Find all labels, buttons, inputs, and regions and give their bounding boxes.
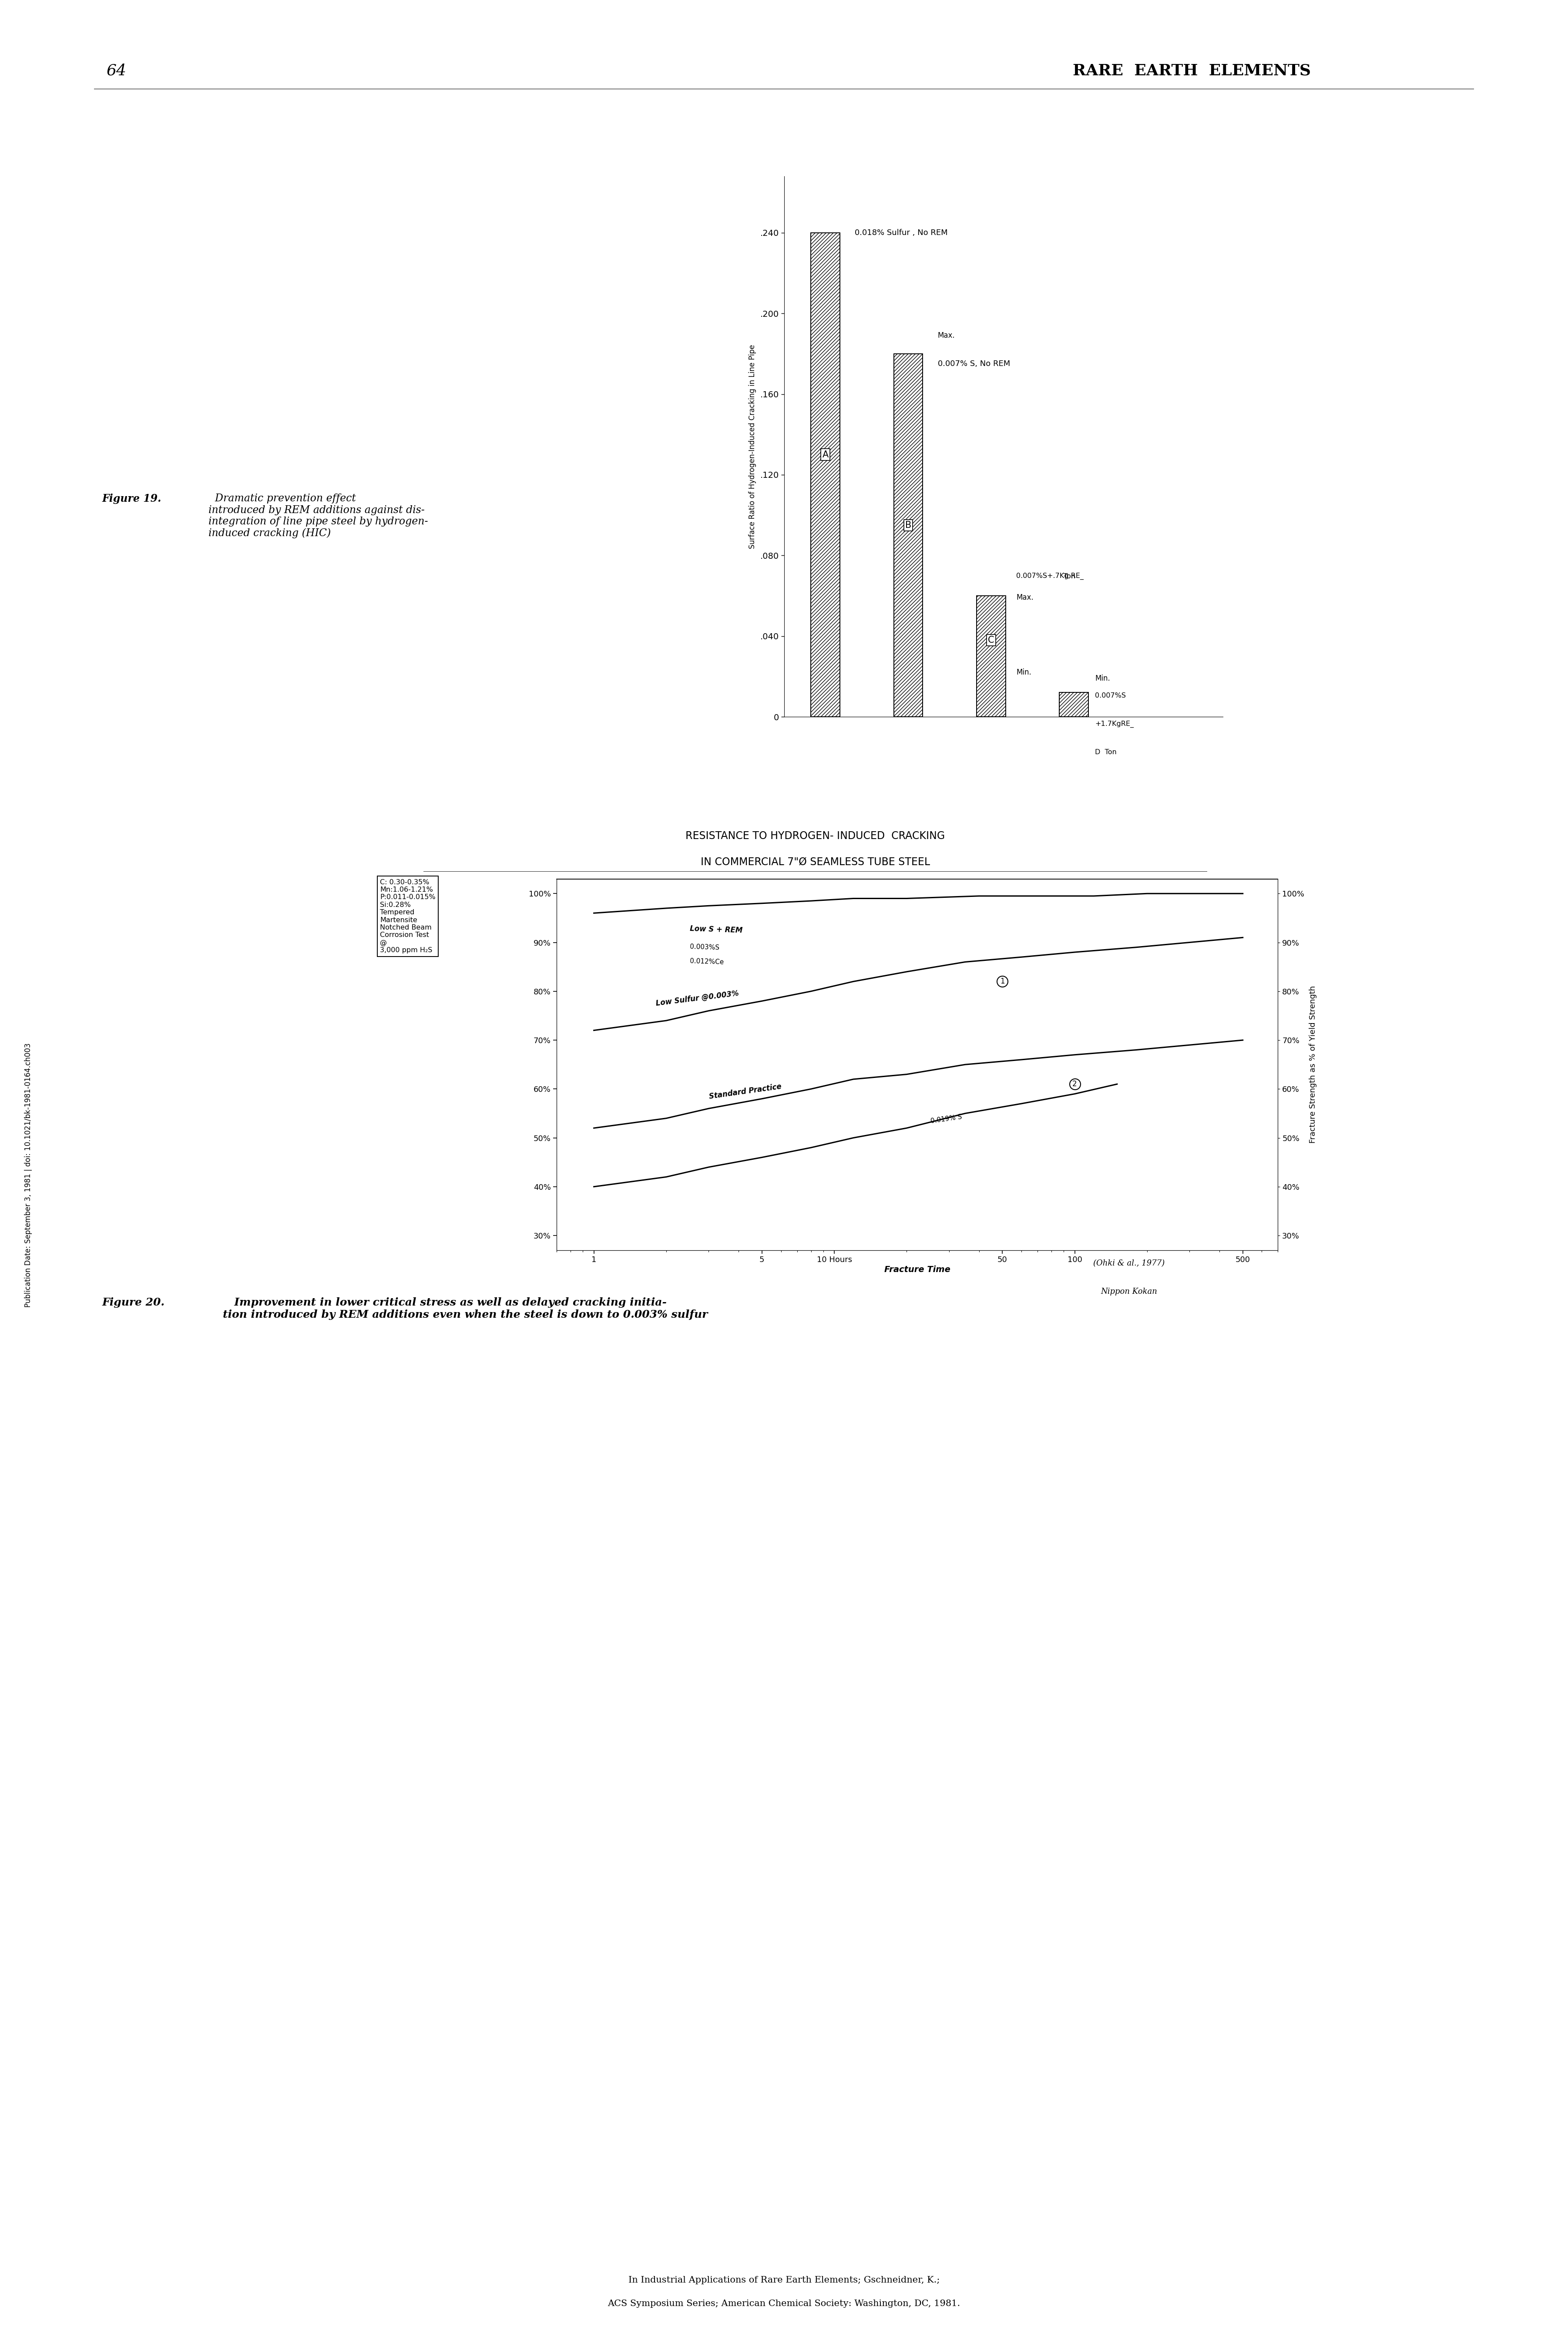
Text: Improvement in lower critical stress as well as delayed cracking initia-
tion in: Improvement in lower critical stress as … [223,1297,707,1321]
Text: B: B [905,522,911,529]
Text: 0.019% S: 0.019% S [930,1114,963,1126]
Text: C: C [988,637,994,644]
Text: IN COMMERCIAL 7"Ø SEAMLESS TUBE STEEL: IN COMMERCIAL 7"Ø SEAMLESS TUBE STEEL [701,858,930,867]
Text: Min.: Min. [1094,674,1110,682]
Text: +1.7KgRE_: +1.7KgRE_ [1094,721,1134,728]
Text: 0.012%Ce: 0.012%Ce [690,959,724,966]
Text: 64: 64 [107,63,127,78]
Text: 0.007%S: 0.007%S [1094,693,1126,698]
Text: 0.018% Sulfur , No REM: 0.018% Sulfur , No REM [855,228,947,237]
Text: Low Sulfur @0.003%: Low Sulfur @0.003% [655,989,739,1008]
Text: Max.: Max. [938,331,955,341]
Y-axis label: Surface Ratio of Hydrogen-Induced Cracking in Line Pipe: Surface Ratio of Hydrogen-Induced Cracki… [748,345,756,548]
Text: 0.007%S+.7Kg RE_: 0.007%S+.7Kg RE_ [1016,573,1083,580]
Text: D  Ton: D Ton [1094,750,1116,757]
Bar [1060,693,1088,717]
Text: Ton: Ton [1063,573,1076,580]
Text: 1: 1 [1000,978,1005,985]
Text: RARE  EARTH  ELEMENTS: RARE EARTH ELEMENTS [1073,63,1311,78]
Text: Figure 20.: Figure 20. [102,1297,165,1307]
Text: ACS Symposium Series; American Chemical Society: Washington, DC, 1981.: ACS Symposium Series; American Chemical … [608,2298,960,2308]
Text: Publication Date: September 3, 1981 | doi: 10.1021/bk-1981-0164.ch003: Publication Date: September 3, 1981 | do… [25,1043,31,1307]
Text: Min.: Min. [1016,670,1032,677]
Text: A: A [822,451,828,458]
Text: C: 0.30-0.35%
Mn:1.06-1.21%
P:0.011-0.015%
Si:0.28%
Tempered
Martensite
Notched : C: 0.30-0.35% Mn:1.06-1.21% P:0.011-0.01… [379,879,436,954]
Bar [894,355,922,717]
Bar [977,597,1005,717]
Text: Standard Practice: Standard Practice [709,1083,782,1100]
Text: Max.: Max. [1016,595,1033,602]
Text: RESISTANCE TO HYDROGEN- INDUCED  CRACKING: RESISTANCE TO HYDROGEN- INDUCED CRACKING [685,832,946,841]
Text: 0.003%S: 0.003%S [690,942,720,952]
Text: 2: 2 [1073,1081,1077,1088]
Text: Low S + REM: Low S + REM [690,924,743,935]
Text: Figure 19.: Figure 19. [102,494,162,503]
Text: (Ohki & al., 1977): (Ohki & al., 1977) [1093,1260,1165,1267]
Text: In Industrial Applications of Rare Earth Elements; Gschneidner, K.;: In Industrial Applications of Rare Earth… [629,2275,939,2284]
Text: Dramatic prevention effect
introduced by REM additions against dis-
integration : Dramatic prevention effect introduced by… [209,494,428,538]
X-axis label: Fracture Time: Fracture Time [884,1267,950,1274]
Bar [811,233,840,717]
Y-axis label: Fracture Strength as % of Yield Strength: Fracture Strength as % of Yield Strength [1309,985,1317,1144]
Text: 0.007% S, No REM: 0.007% S, No REM [938,360,1010,367]
Text: Nippon Kokan: Nippon Kokan [1101,1288,1157,1295]
